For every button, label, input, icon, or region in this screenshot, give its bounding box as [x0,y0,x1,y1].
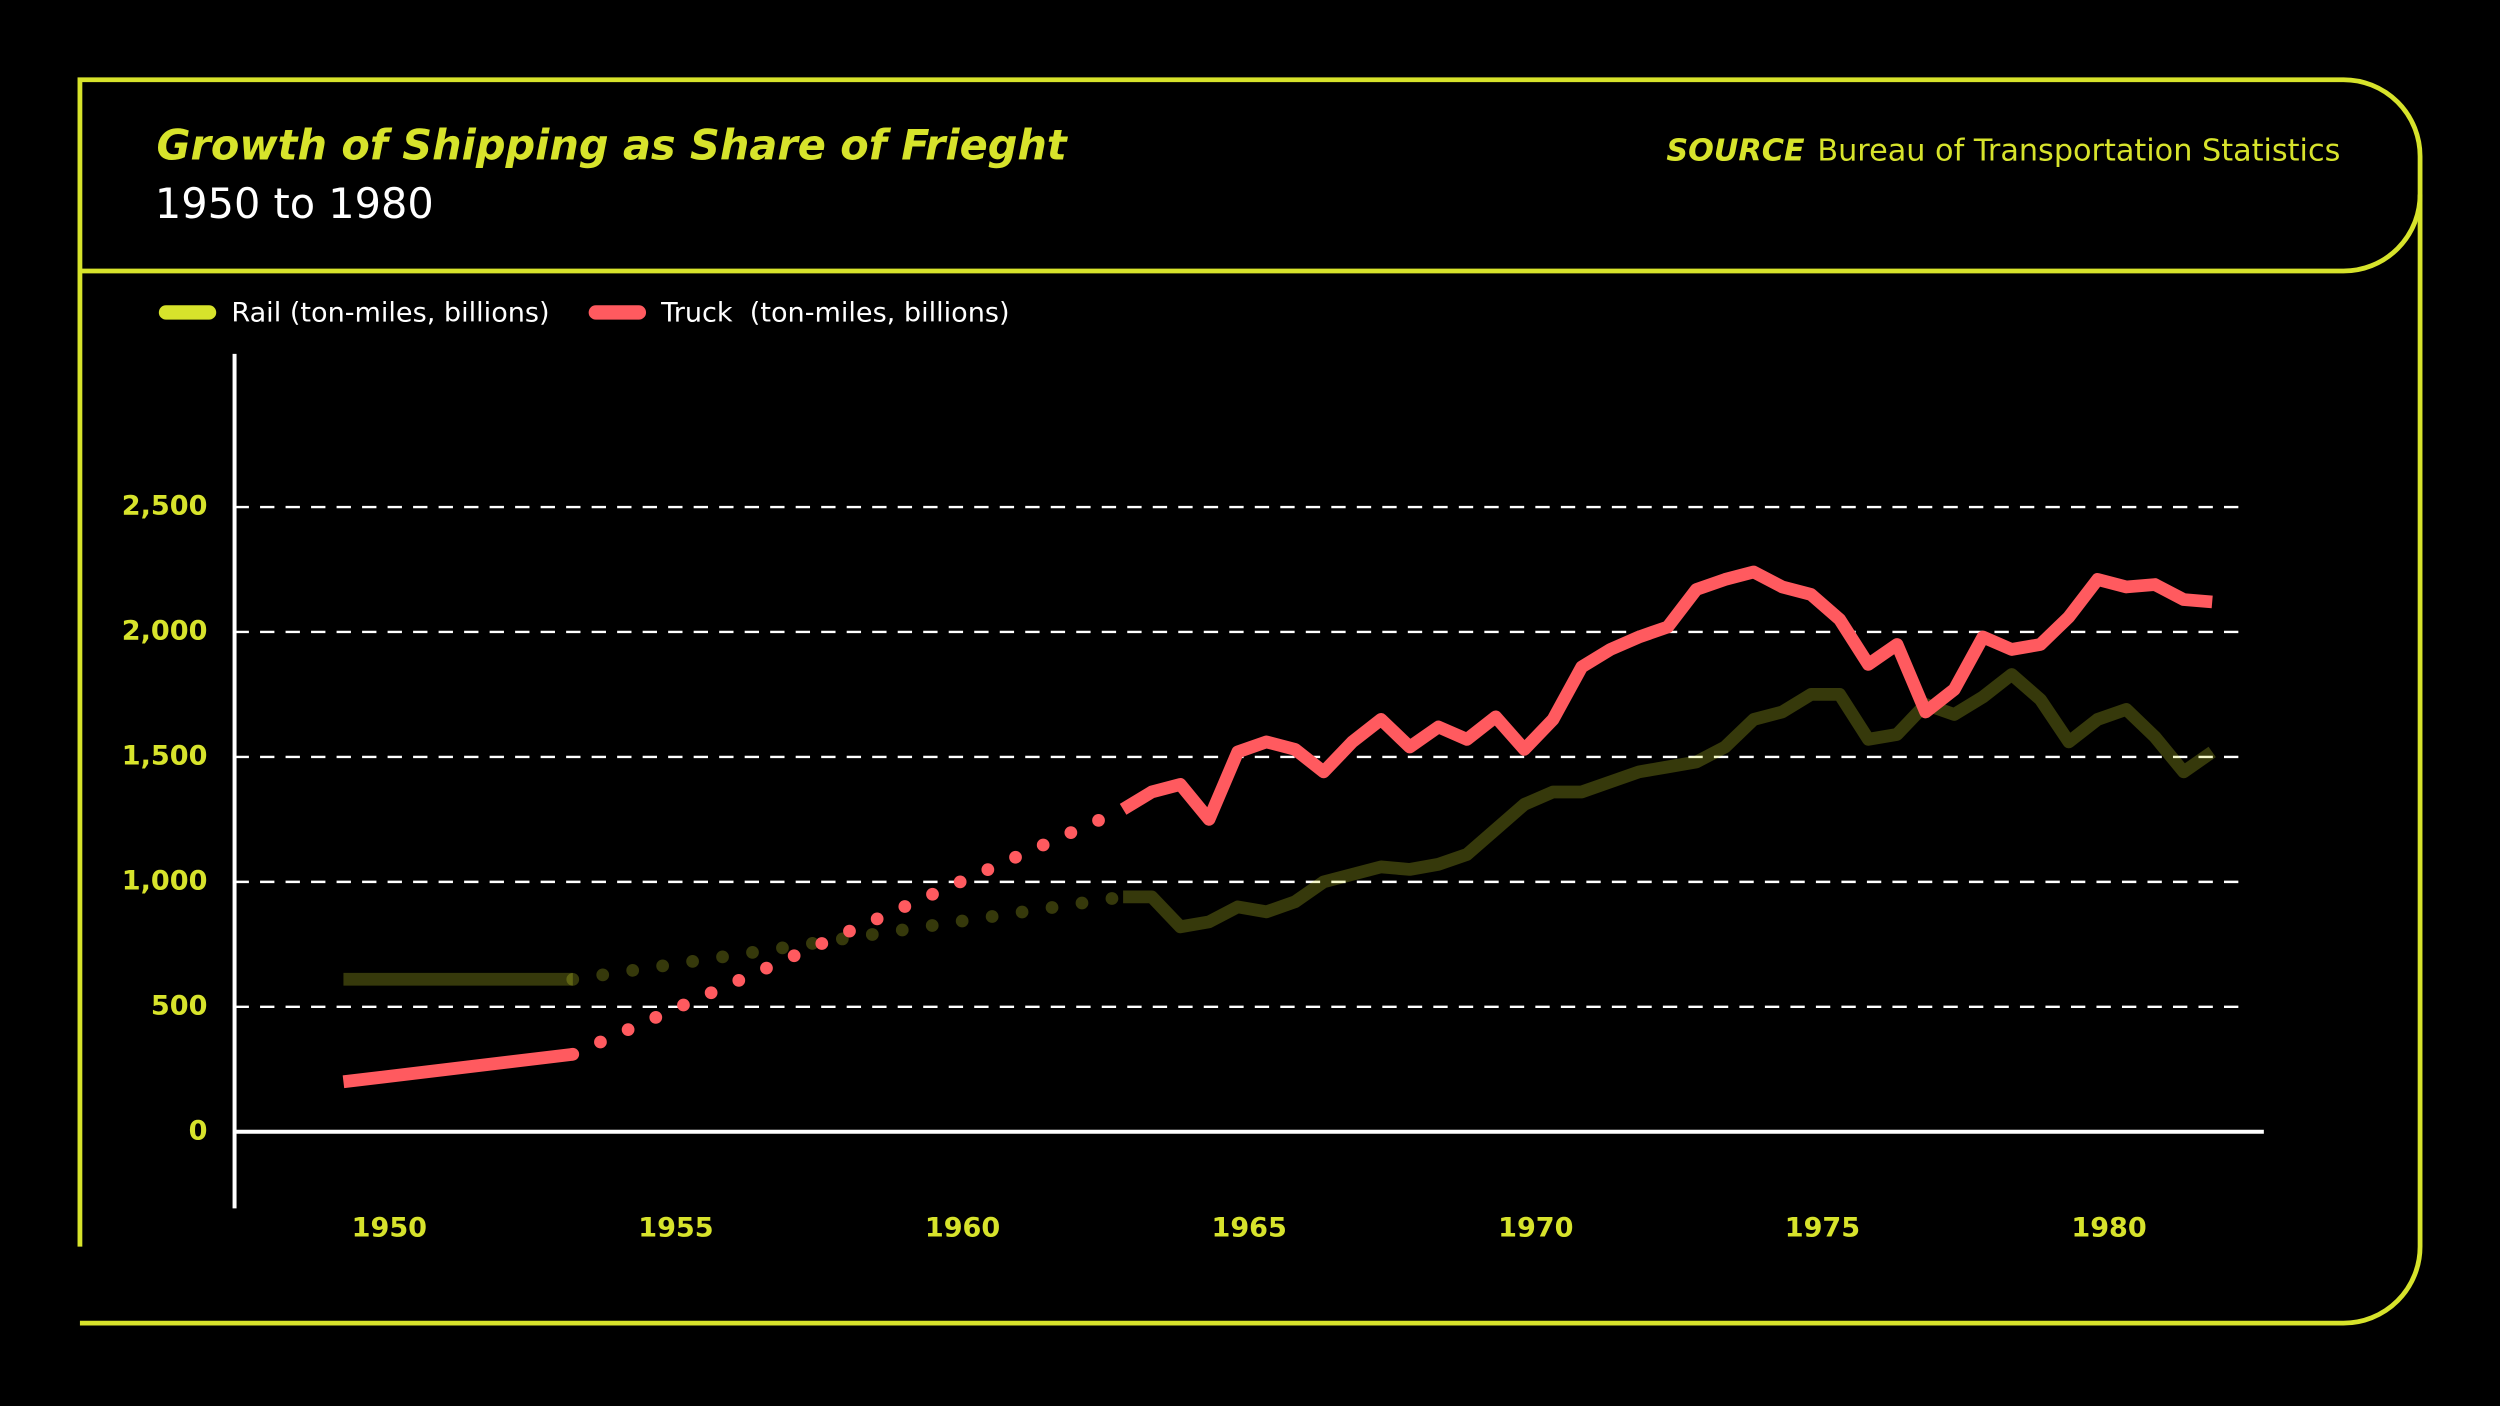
chart-subtitle: 1950 to 1980 [155,180,434,228]
source-label: SOURCE [1666,133,1805,168]
frame [77,77,2423,1326]
header-divider [79,194,2423,274]
gap-connector [566,803,1130,1061]
source: SOURCE Bureau of Transportation Statistic… [1666,133,2340,168]
y-tick-label: 1,000 [122,865,208,896]
legend-label: Rail (ton-miles, billions) [231,298,549,329]
chart-title: Growth of Shipping as Share of Frieght [156,121,1068,169]
x-tick-label: 1965 [1212,1213,1287,1244]
y-tick-label: 1,500 [122,740,208,771]
x-tick-label: 1975 [1785,1213,1860,1244]
gap-connector [566,890,1130,986]
x-tick-label: 1955 [638,1213,713,1244]
legend: Rail (ton-miles, billions) Truck (ton-mil… [158,298,1010,329]
x-tick-label: 1960 [925,1213,1000,1244]
x-tick-label: 1980 [2071,1213,2146,1244]
y-tick-label: 0 [189,1115,208,1146]
series-line [343,668,2216,986]
legend-label: Truck (ton-miles, billions) [660,298,1009,329]
source-name: Bureau of Transportation Statistics [1817,133,2340,168]
y-tick-label: 2,000 [122,615,208,646]
y-tick-label: 500 [151,990,208,1021]
series-line [342,565,2213,1089]
plot: 0 500 1,000 1,500 2,000 2,500 1950 1955 1960 1965… [122,353,2264,1244]
x-tick-label: 1950 [352,1213,427,1244]
x-tick-label: 1970 [1498,1213,1573,1244]
y-tick-label: 2,500 [122,491,208,522]
